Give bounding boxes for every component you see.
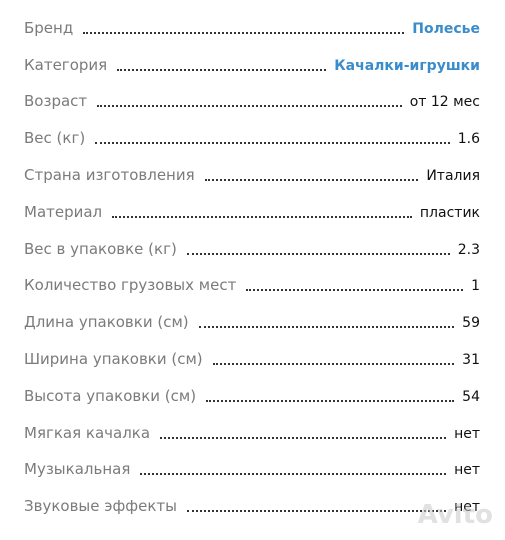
dot-leader — [204, 178, 419, 181]
spec-value: 1 — [471, 278, 480, 295]
dot-leader — [117, 68, 327, 71]
spec-label: Музыкальная — [24, 460, 131, 479]
dot-leader — [246, 289, 464, 292]
spec-label: Ширина упаковки (см) — [24, 349, 203, 368]
spec-row: Материал пластик — [24, 190, 480, 227]
spec-row: Мягкая качалка нет — [24, 411, 480, 448]
spec-row: Количество грузовых мест 1 — [24, 264, 480, 301]
spec-row: Категория Качалки-игрушки — [24, 43, 480, 80]
spec-label: Мягкая качалка — [24, 423, 151, 442]
spec-label: Материал — [24, 202, 103, 221]
spec-value: нет — [454, 425, 480, 442]
spec-value: Италия — [426, 167, 480, 184]
spec-label: Категория — [24, 55, 108, 74]
dot-leader — [206, 399, 455, 402]
dot-leader — [186, 252, 450, 255]
spec-row: Ширина упаковки (см) 31 — [24, 337, 480, 374]
dot-leader — [212, 362, 455, 365]
spec-row: Вес в упаковке (кг) 2.3 — [24, 227, 480, 264]
spec-row: Высота упаковки (см) 54 — [24, 374, 480, 411]
spec-value: нет — [454, 462, 480, 479]
dot-leader — [83, 31, 405, 34]
spec-row: Вес (кг) 1.6 — [24, 116, 480, 153]
spec-label: Страна изготовления — [24, 165, 195, 184]
spec-row: Звуковые эффекты нет — [24, 484, 480, 521]
spec-label: Звуковые эффекты — [24, 497, 178, 516]
dot-leader — [95, 142, 450, 145]
spec-label: Высота упаковки (см) — [24, 386, 197, 405]
spec-label: Вес в упаковке (кг) — [24, 239, 177, 258]
spec-value: 1.6 — [457, 131, 480, 148]
spec-row: Музыкальная нет — [24, 448, 480, 485]
spec-value: от 12 мес — [409, 94, 480, 111]
dot-leader — [160, 436, 447, 439]
watermark: Avito — [417, 500, 493, 530]
spec-value: нет — [454, 499, 480, 516]
spec-value: пластик — [419, 204, 480, 221]
spec-label: Длина упаковки (см) — [24, 313, 189, 332]
spec-value: Качалки-игрушки — [334, 57, 480, 74]
spec-row: Бренд Полесье — [24, 6, 480, 43]
spec-label: Возраст — [24, 92, 88, 111]
spec-list: Бренд Полесье Категория Качалки-игрушки Возр… — [24, 6, 480, 521]
spec-label: Бренд — [24, 18, 74, 37]
spec-value: Полесье — [412, 20, 480, 37]
spec-row: Страна изготовления Италия — [24, 153, 480, 190]
dot-leader — [97, 105, 402, 108]
spec-value: 2.3 — [457, 241, 480, 258]
spec-value: 54 — [462, 388, 480, 405]
spec-value: 31 — [462, 351, 480, 368]
spec-row: Возраст от 12 мес — [24, 80, 480, 117]
dot-leader — [140, 473, 447, 476]
spec-value: 59 — [462, 315, 480, 332]
dot-leader — [198, 326, 455, 329]
dot-leader — [187, 510, 447, 513]
spec-label: Количество грузовых мест — [24, 276, 237, 295]
dot-leader — [112, 215, 412, 218]
spec-row: Длина упаковки (см) 59 — [24, 300, 480, 337]
spec-label: Вес (кг) — [24, 129, 86, 148]
